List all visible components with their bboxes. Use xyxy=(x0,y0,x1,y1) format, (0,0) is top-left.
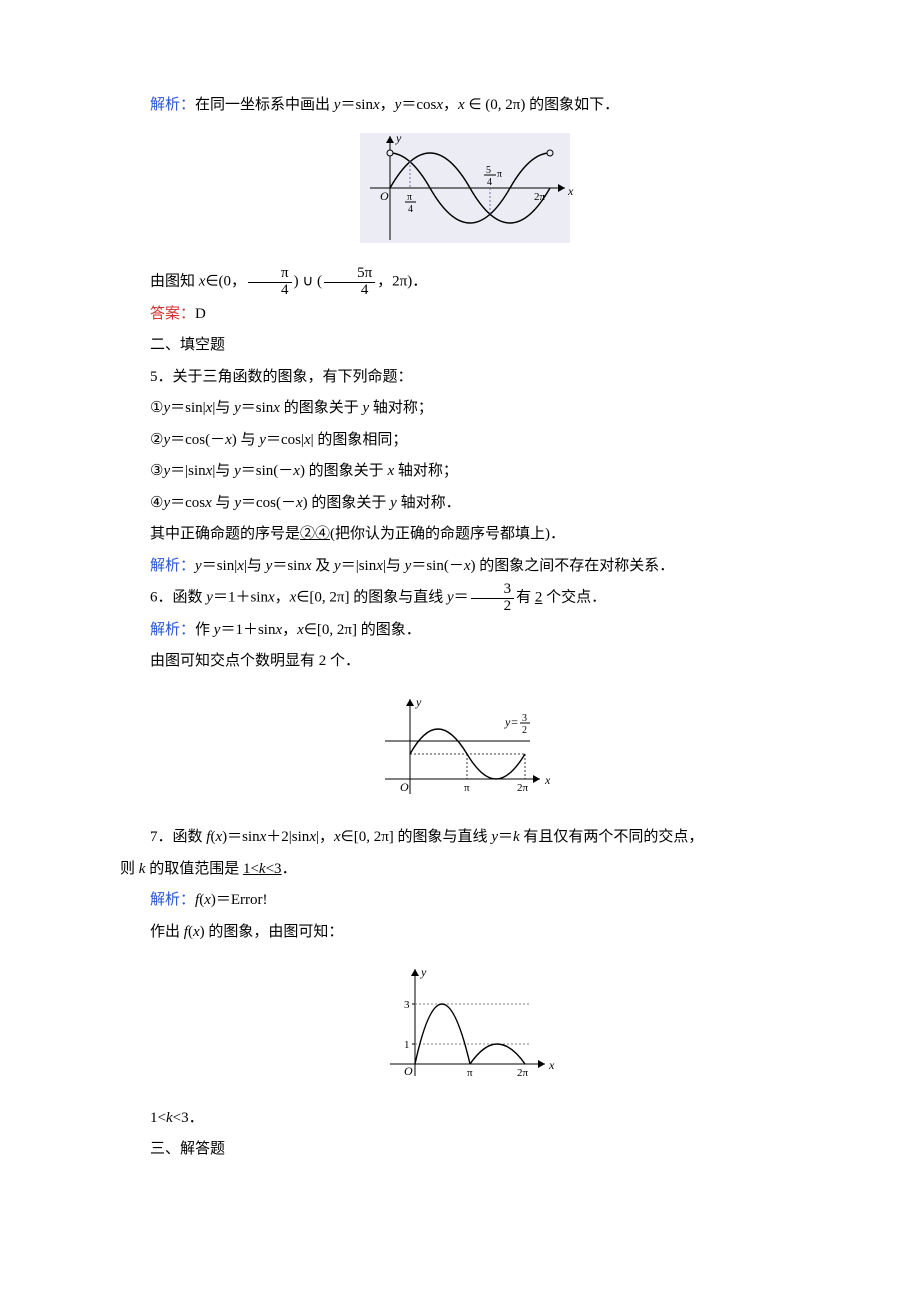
section-2-heading: 二、填空题 xyxy=(120,330,810,362)
q5-item-1: ①y＝sin|x|与 y＝sinx 的图象关于 y 轴对称； xyxy=(120,393,810,425)
q7-analysis: 解析：f(x)＝Error! xyxy=(120,885,810,917)
piecewise-graph: O 1 3 π 2π x y xyxy=(370,954,560,1084)
label-pi4-den: 4 xyxy=(408,204,413,215)
q5-analysis: 解析：y＝sin|x|与 y＝sinx 及 y＝|sinx|与 y＝sin(－x… xyxy=(120,551,810,583)
figure-2: O x y π 2π y= 3 2 xyxy=(120,684,810,817)
label-yeq: y= xyxy=(504,715,518,729)
open-dot xyxy=(547,150,553,156)
one-plus-sin-graph: O x y π 2π y= 3 2 xyxy=(365,684,565,804)
label-1: 1 xyxy=(404,1039,410,1051)
analysis-label: 解析： xyxy=(150,97,195,113)
figure-1: O x y π 4 5 4 π 2π xyxy=(120,128,810,261)
q5-item-2: ②y＝cos(－x) 与 y＝cos|x| 的图象相同； xyxy=(120,425,810,457)
label-3: 3 xyxy=(522,713,527,724)
range-line: 由图知 x∈(0，π4) ∪ (5π4，2π)． xyxy=(120,266,810,299)
q5-answer-underline: ②④ xyxy=(300,526,330,542)
label-2: 2 xyxy=(522,725,527,736)
label-2pi: 2π xyxy=(534,191,546,203)
x-arrow xyxy=(538,1060,545,1068)
hump-2 xyxy=(470,1044,525,1064)
label-O: O xyxy=(404,1064,413,1078)
analysis-label: 解析： xyxy=(150,558,195,574)
y-arrow xyxy=(411,969,419,976)
frac-3-2: 32 xyxy=(471,582,515,615)
label-5pi4-4: 4 xyxy=(487,177,492,188)
q7-stem-line2: 则 k 的取值范围是 1<k<3． xyxy=(120,854,810,886)
label-y: y xyxy=(395,131,402,145)
q5-stem: 5．关于三角函数的图象，有下列命题： xyxy=(120,362,810,394)
q7-conclusion: 1<k<3． xyxy=(120,1103,810,1135)
label-pi4-num: π xyxy=(407,192,412,203)
label-O: O xyxy=(400,780,409,794)
label-2pi: 2π xyxy=(517,1067,529,1079)
hump-1 xyxy=(415,1004,470,1064)
analysis-line-1: 解析：在同一坐标系中画出 y＝sinx，y＝cosx，x ∈ (0, 2π) 的… xyxy=(120,90,810,122)
label-5pi4-pi: π xyxy=(497,169,502,180)
q7-stem: 7．函数 f(x)＝sinx＋2|sinx|，x∈[0, 2π] 的图象与直线 … xyxy=(120,822,810,854)
error-text: Error! xyxy=(231,892,268,908)
analysis-label: 解析： xyxy=(150,622,195,638)
q5-item-4: ④y＝cosx 与 y＝cos(－x) 的图象关于 y 轴对称． xyxy=(120,488,810,520)
q6-analysis-line2: 由图可知交点个数明显有 2 个． xyxy=(120,646,810,678)
label-pi: π xyxy=(464,782,470,794)
q6-stem: 6．函数 y＝1＋sinx，x∈[0, 2π] 的图象与直线 y＝32有 2 个… xyxy=(120,582,810,615)
q7-analysis-line2: 作出 f(x) 的图象，由图可知： xyxy=(120,917,810,949)
label-O: O xyxy=(380,189,389,203)
analysis-label: 解析： xyxy=(150,892,195,908)
sin-cos-graph: O x y π 4 5 4 π 2π xyxy=(350,128,580,248)
x-arrow xyxy=(533,775,540,783)
label-x: x xyxy=(548,1058,555,1072)
label-x: x xyxy=(567,184,574,198)
answer-line: 答案：D xyxy=(120,299,810,331)
frac-5pi4: 5π4 xyxy=(324,266,375,299)
section-3-heading: 三、解答题 xyxy=(120,1134,810,1166)
q6-analysis: 解析：作 y＝1＋sinx，x∈[0, 2π] 的图象． xyxy=(120,615,810,647)
y-arrow xyxy=(406,699,414,706)
label-pi: π xyxy=(467,1067,473,1079)
answer-value: D xyxy=(195,306,206,322)
label-y: y xyxy=(420,965,427,979)
q5-answer-line: 其中正确命题的序号是②④(把你认为正确的命题序号都填上)． xyxy=(120,519,810,551)
frac-pi4: π4 xyxy=(248,266,292,299)
figure-3: O 1 3 π 2π x y xyxy=(120,954,810,1097)
open-dot xyxy=(387,150,393,156)
label-x: x xyxy=(544,773,551,787)
label-3: 3 xyxy=(404,999,410,1011)
label-2pi: 2π xyxy=(517,782,529,794)
label-5pi4-5: 5 xyxy=(486,165,491,176)
label-y: y xyxy=(415,695,422,709)
q7-answer-underline: 1<k<3 xyxy=(243,861,282,877)
answer-label: 答案： xyxy=(150,306,195,322)
q5-item-3: ③y＝|sinx|与 y＝sin(－x) 的图象关于 x 轴对称； xyxy=(120,456,810,488)
